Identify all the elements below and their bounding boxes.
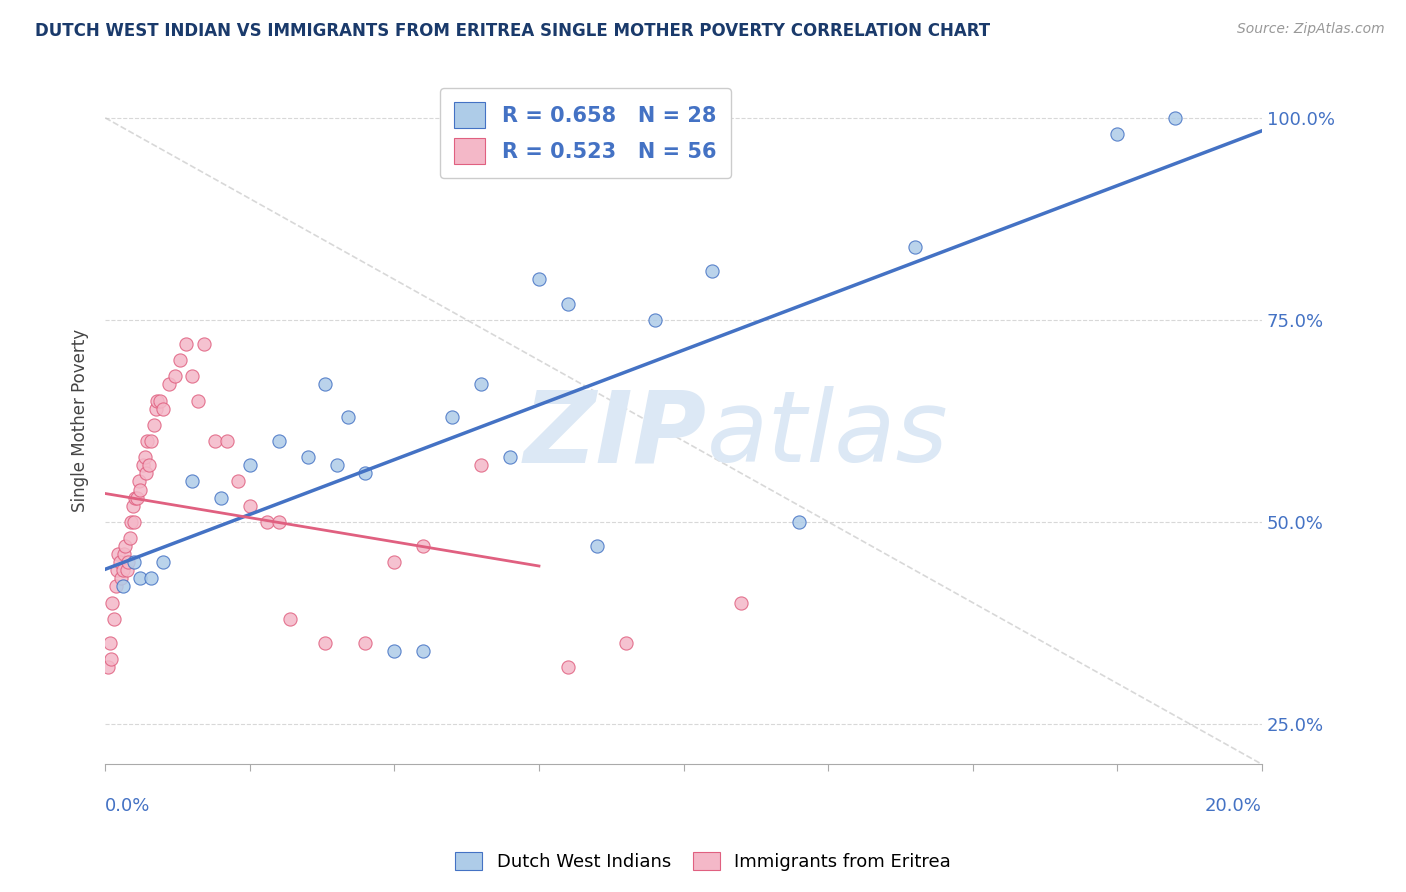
Point xyxy=(441,409,464,424)
Point xyxy=(135,434,157,448)
Point xyxy=(114,539,136,553)
Point xyxy=(145,401,167,416)
Point xyxy=(129,571,152,585)
Point xyxy=(209,491,232,505)
Point xyxy=(135,467,157,481)
Point xyxy=(103,612,125,626)
Point xyxy=(239,458,262,473)
Point xyxy=(112,547,135,561)
Point xyxy=(904,240,927,254)
Point xyxy=(132,458,155,473)
Point xyxy=(134,450,156,465)
Point xyxy=(149,393,172,408)
Point xyxy=(702,264,724,278)
Text: Source: ZipAtlas.com: Source: ZipAtlas.com xyxy=(1237,22,1385,37)
Point xyxy=(614,636,637,650)
Point xyxy=(141,571,163,585)
Point xyxy=(174,337,197,351)
Text: 0.0%: 0.0% xyxy=(105,797,150,814)
Point xyxy=(169,353,191,368)
Text: DUTCH WEST INDIAN VS IMMIGRANTS FROM ERITREA SINGLE MOTHER POVERTY CORRELATION C: DUTCH WEST INDIAN VS IMMIGRANTS FROM ERI… xyxy=(35,22,990,40)
Point xyxy=(117,555,139,569)
Point xyxy=(138,458,160,473)
Point xyxy=(787,515,810,529)
Point xyxy=(157,377,180,392)
Point xyxy=(527,272,550,286)
Point xyxy=(354,467,377,481)
Point xyxy=(267,434,290,448)
Point xyxy=(412,644,434,658)
Point xyxy=(108,555,131,569)
Text: atlas: atlas xyxy=(707,386,948,483)
Point xyxy=(120,515,142,529)
Text: 20.0%: 20.0% xyxy=(1205,797,1263,814)
Point xyxy=(104,579,127,593)
Point xyxy=(98,636,121,650)
Point xyxy=(314,377,336,392)
Legend: Dutch West Indians, Immigrants from Eritrea: Dutch West Indians, Immigrants from Erit… xyxy=(449,845,957,879)
Point xyxy=(118,531,141,545)
Point xyxy=(146,393,169,408)
Point xyxy=(297,450,319,465)
Point xyxy=(337,409,360,424)
Point xyxy=(122,499,145,513)
Point xyxy=(314,636,336,650)
Point xyxy=(1107,127,1129,141)
Point xyxy=(1164,111,1187,125)
Point xyxy=(499,450,522,465)
Point xyxy=(128,475,150,489)
Point xyxy=(111,563,134,577)
Point xyxy=(105,563,128,577)
Legend: R = 0.658   N = 28, R = 0.523   N = 56: R = 0.658 N = 28, R = 0.523 N = 56 xyxy=(440,87,731,178)
Point xyxy=(141,434,163,448)
Point xyxy=(97,660,120,674)
Point xyxy=(152,555,174,569)
Point xyxy=(193,337,215,351)
Point xyxy=(384,555,406,569)
Point xyxy=(181,475,204,489)
Point xyxy=(470,458,492,473)
Point xyxy=(644,313,666,327)
Point xyxy=(204,434,226,448)
Point xyxy=(412,539,434,553)
Point xyxy=(125,491,148,505)
Y-axis label: Single Mother Poverty: Single Mother Poverty xyxy=(72,329,89,512)
Point xyxy=(163,369,186,384)
Point xyxy=(325,458,347,473)
Point xyxy=(100,652,122,666)
Point xyxy=(122,515,145,529)
Point xyxy=(384,644,406,658)
Point xyxy=(354,636,377,650)
Point xyxy=(585,539,607,553)
Point xyxy=(470,377,492,392)
Point xyxy=(187,393,209,408)
Point xyxy=(115,563,138,577)
Point xyxy=(110,571,132,585)
Point xyxy=(107,547,129,561)
Point xyxy=(124,491,146,505)
Point xyxy=(143,417,166,432)
Point xyxy=(152,401,174,416)
Point xyxy=(101,596,124,610)
Point xyxy=(226,475,249,489)
Point xyxy=(129,483,152,497)
Point xyxy=(267,515,290,529)
Point xyxy=(215,434,238,448)
Point xyxy=(730,596,752,610)
Point xyxy=(181,369,204,384)
Point xyxy=(122,555,145,569)
Point xyxy=(557,296,579,310)
Point xyxy=(557,660,579,674)
Point xyxy=(278,612,301,626)
Text: ZIP: ZIP xyxy=(523,386,707,483)
Point xyxy=(239,499,262,513)
Point xyxy=(256,515,278,529)
Point xyxy=(111,579,134,593)
